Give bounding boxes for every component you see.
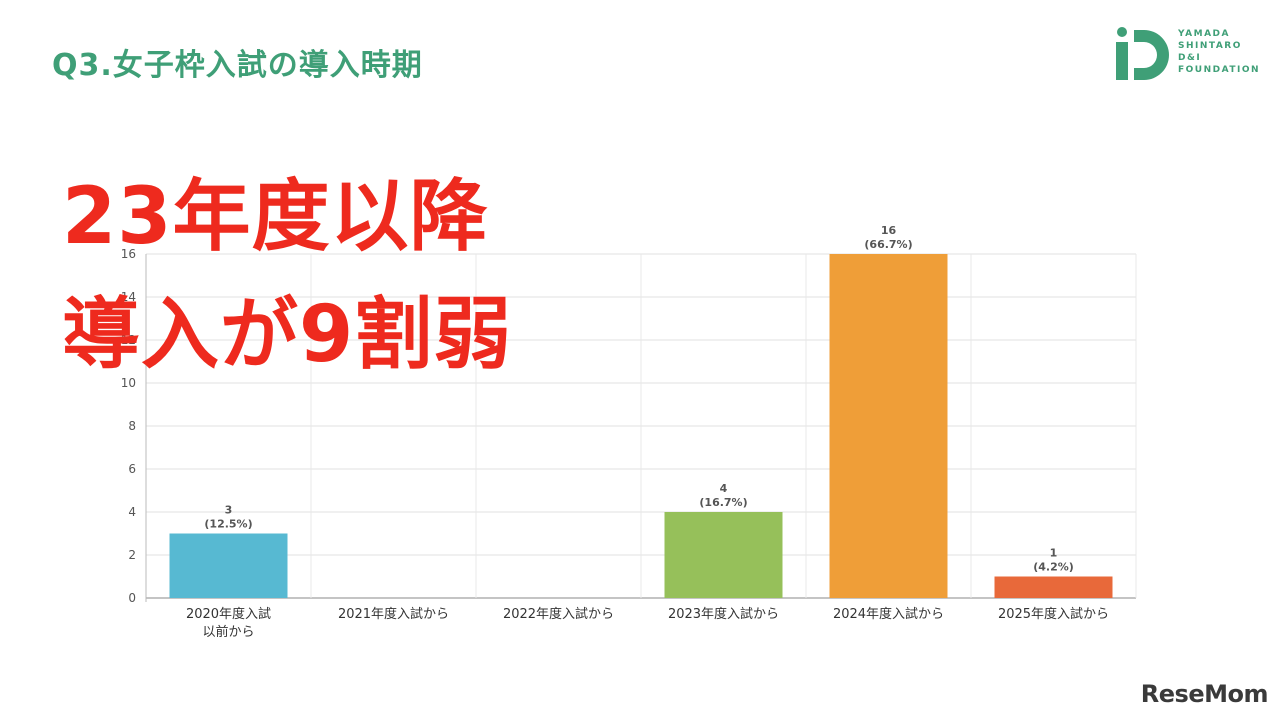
bar (994, 576, 1113, 598)
bar (169, 533, 288, 598)
x-tick-label: 2025年度入試から (998, 606, 1109, 622)
y-tick-label: 8 (128, 419, 136, 433)
y-tick-label: 14 (121, 290, 136, 304)
logo-line: FOUNDATION (1178, 65, 1261, 75)
headline: 23年度以降 導入が9割弱 (62, 158, 512, 394)
y-tick-label: 2 (128, 548, 136, 562)
data-value-label: 1 (1050, 547, 1058, 560)
y-tick-label: 12 (121, 333, 136, 347)
headline-line-2: 導入が9割弱 (62, 290, 513, 380)
data-percent-label: (16.7%) (699, 496, 747, 509)
logo-text: YAMADA SHINTARO D&I FOUNDATION (1178, 28, 1260, 76)
y-tick-label: 10 (121, 376, 136, 390)
x-tick-label: 2023年度入試から (668, 606, 779, 622)
logo-line: SHINTARO (1178, 41, 1242, 51)
y-tick-label: 16 (121, 247, 136, 261)
watermark: ReseMom (1140, 680, 1269, 708)
y-tick-label: 0 (128, 591, 136, 605)
bar (664, 512, 783, 598)
x-tick-label: 2022年度入試から (503, 606, 614, 622)
data-value-label: 4 (720, 482, 728, 495)
y-tick-label: 6 (128, 462, 136, 476)
x-tick-label: 2020年度入試 (186, 606, 271, 622)
foundation-logo: YAMADA SHINTARO D&I FOUNDATION (1114, 26, 1259, 82)
y-tick-label: 4 (128, 505, 136, 519)
bar (829, 254, 948, 598)
data-value-label: 16 (881, 224, 897, 237)
logo-line: YAMADA (1178, 29, 1230, 39)
data-percent-label: (4.2%) (1033, 561, 1074, 574)
data-percent-label: (66.7%) (864, 238, 912, 251)
logo-line: D&I (1178, 53, 1202, 63)
x-tick-label: 2024年度入試から (833, 606, 944, 622)
slide-title: Q3.女子枠入試の導入時期 (52, 48, 423, 83)
logo-mark-icon (1116, 27, 1169, 80)
x-tick-label: 2021年度入試から (338, 606, 449, 622)
data-value-label: 3 (225, 504, 233, 517)
headline-line-1: 23年度以降 (62, 172, 489, 262)
x-tick-label: 以前から (202, 624, 254, 640)
data-percent-label: (12.5%) (204, 518, 252, 531)
